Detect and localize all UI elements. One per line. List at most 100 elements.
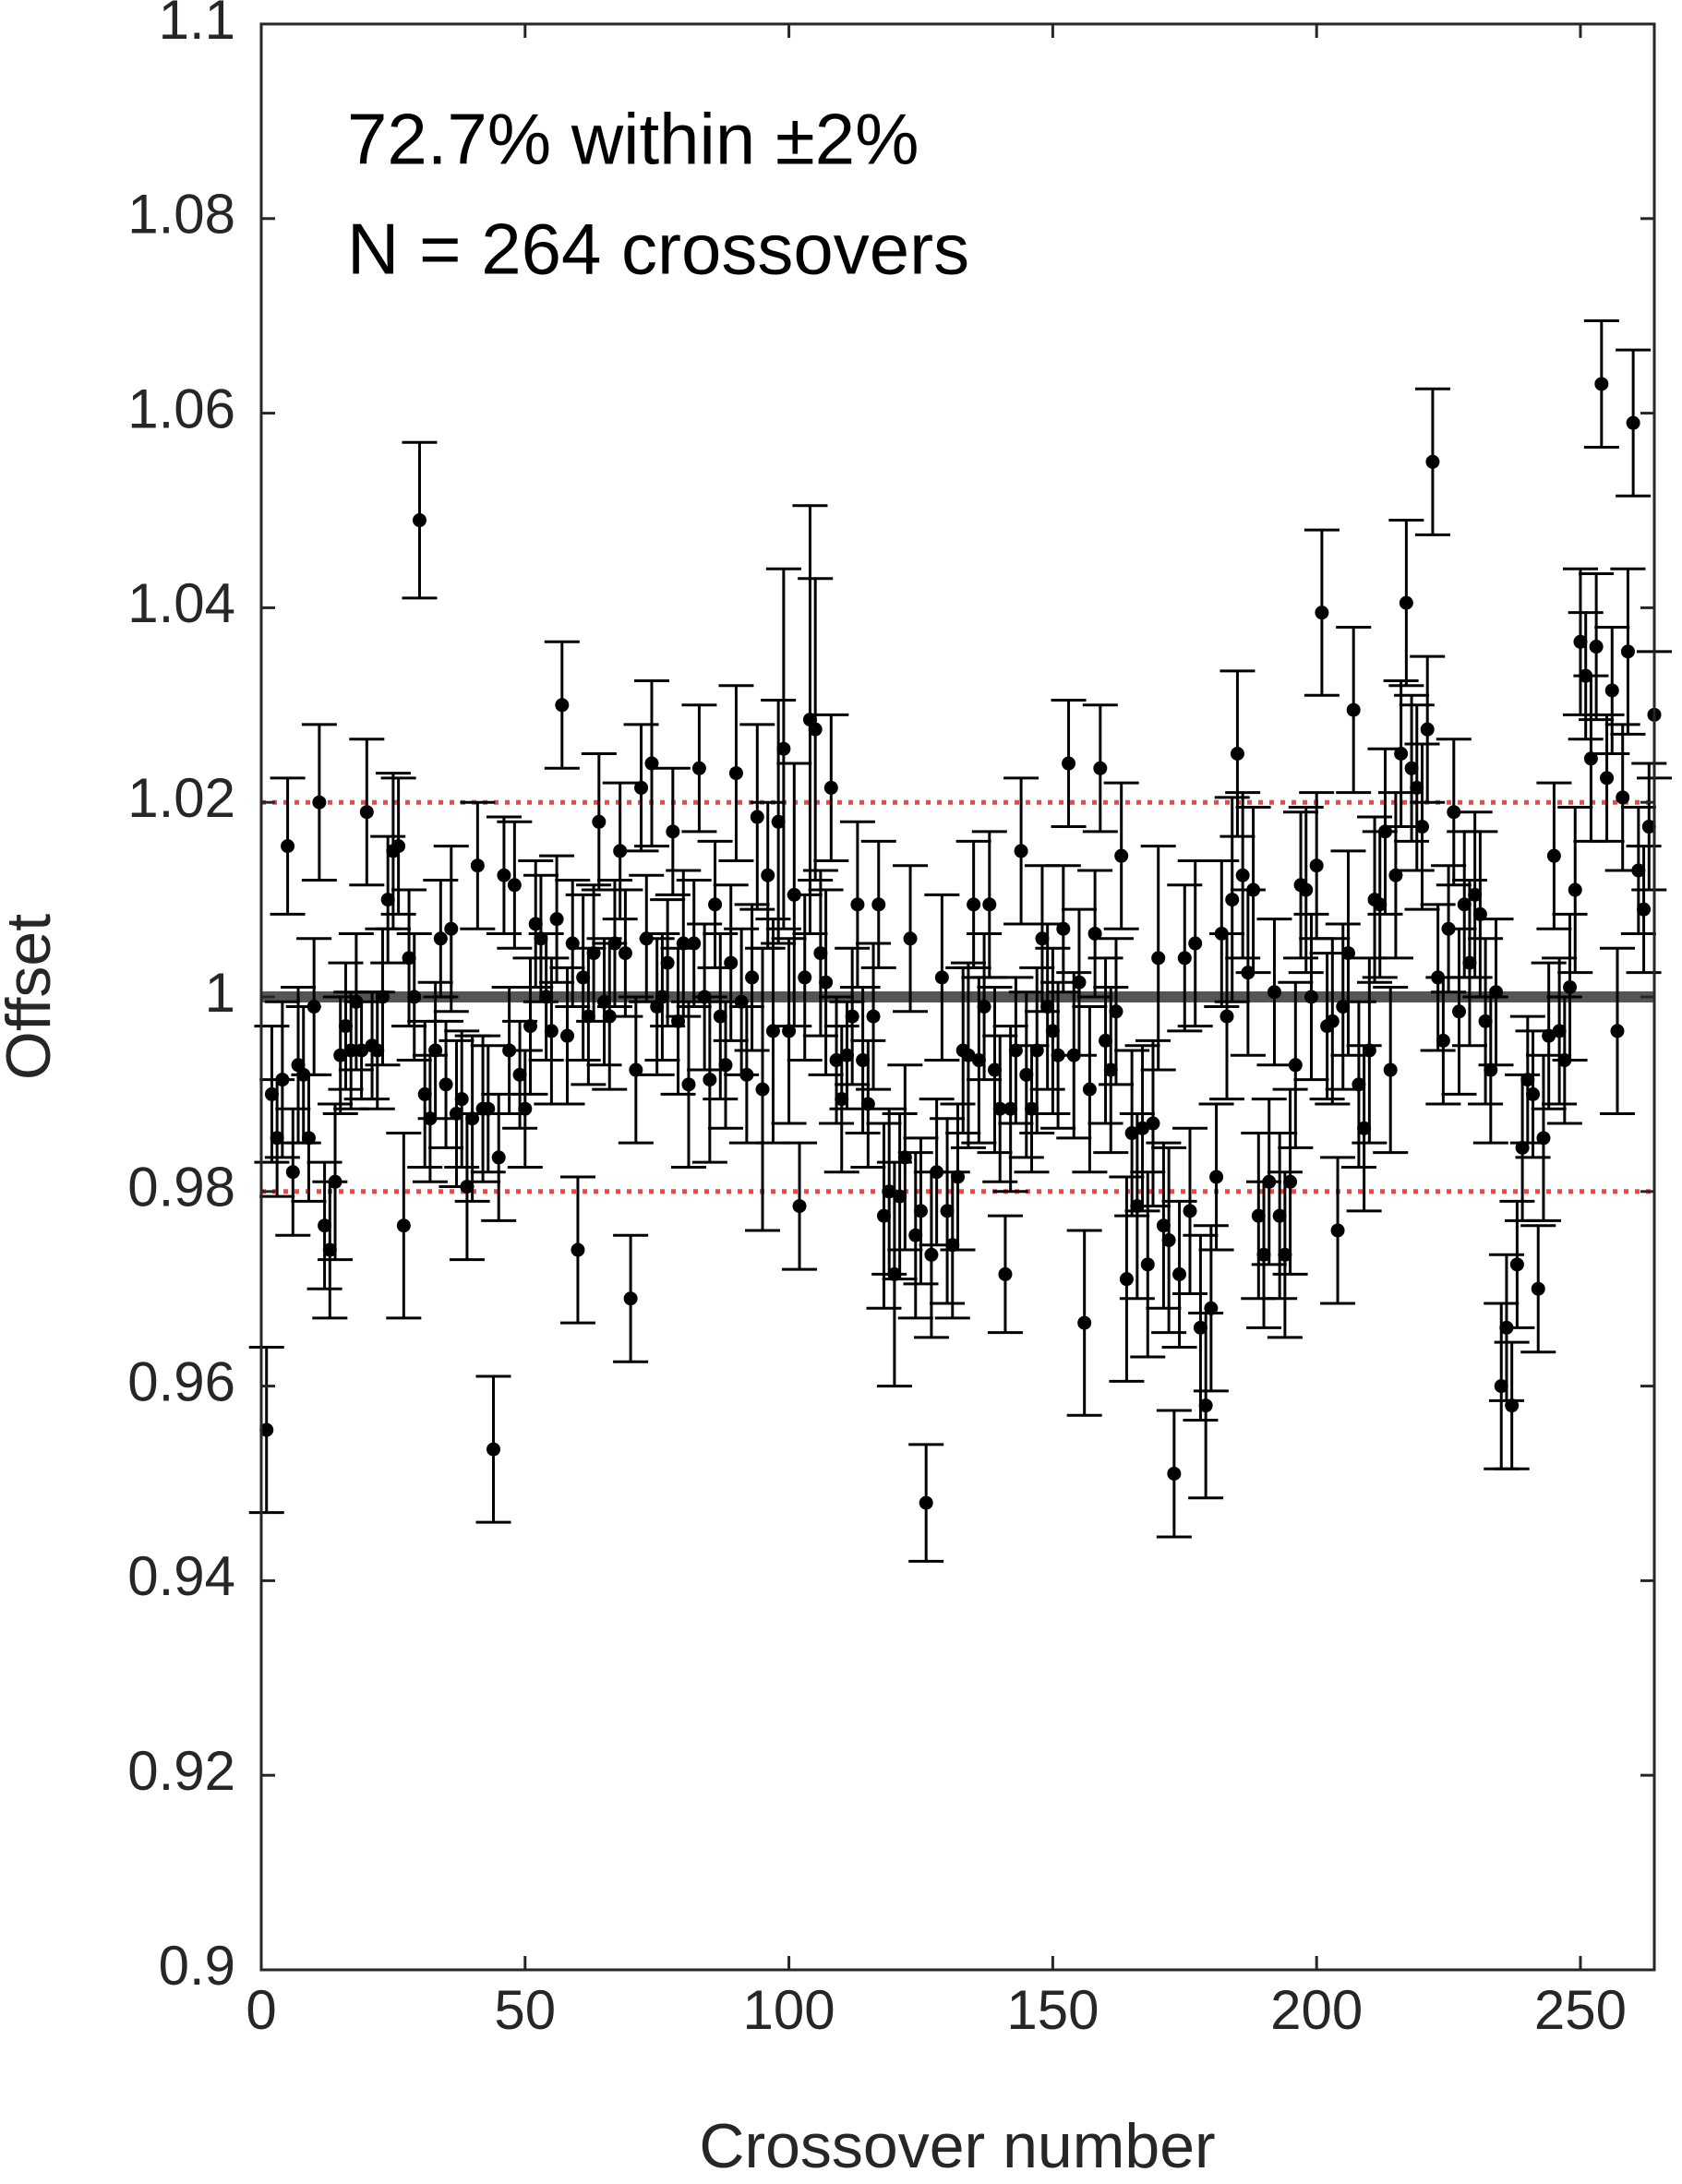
data-point bbox=[1204, 1301, 1219, 1315]
data-point bbox=[1583, 751, 1598, 766]
data-point bbox=[306, 1000, 321, 1014]
data-point bbox=[1610, 1024, 1625, 1038]
data-point bbox=[866, 1009, 881, 1024]
data-point bbox=[1589, 640, 1604, 654]
data-point bbox=[1045, 1024, 1060, 1038]
data-point bbox=[301, 1131, 316, 1146]
data-point bbox=[1604, 683, 1619, 698]
data-point bbox=[1399, 595, 1413, 610]
data-point bbox=[592, 814, 607, 829]
data-point bbox=[1072, 975, 1087, 990]
data-point bbox=[328, 1174, 342, 1189]
data-point bbox=[565, 936, 580, 951]
data-point bbox=[1462, 955, 1477, 970]
data-point bbox=[1515, 1140, 1530, 1155]
x-tick-label: 50 bbox=[494, 1979, 556, 2041]
data-point bbox=[1626, 415, 1640, 430]
x-axis-label: Crossover number bbox=[699, 2111, 1215, 2181]
data-point bbox=[691, 761, 706, 775]
data-point bbox=[1040, 1000, 1055, 1014]
data-point bbox=[428, 1043, 443, 1058]
data-point bbox=[1637, 902, 1652, 917]
data-point bbox=[1230, 747, 1244, 761]
data-point bbox=[1526, 1086, 1541, 1101]
data-point bbox=[1546, 848, 1561, 863]
data-point bbox=[771, 814, 786, 829]
data-point bbox=[618, 946, 632, 961]
data-point bbox=[1119, 1272, 1134, 1287]
data-point bbox=[1283, 1174, 1298, 1189]
data-point bbox=[724, 955, 739, 970]
data-point bbox=[977, 1000, 991, 1014]
data-point bbox=[782, 1024, 797, 1038]
data-point bbox=[1489, 985, 1504, 1000]
data-point bbox=[829, 1053, 844, 1068]
data-point bbox=[1457, 897, 1472, 912]
data-point bbox=[544, 1024, 559, 1038]
data-point bbox=[1552, 1024, 1567, 1038]
data-point bbox=[644, 756, 659, 771]
data-point bbox=[1568, 882, 1582, 897]
data-point bbox=[491, 1150, 506, 1165]
data-point bbox=[718, 1058, 733, 1073]
data-point bbox=[1600, 771, 1615, 786]
data-point bbox=[988, 1062, 1003, 1077]
data-point bbox=[417, 1086, 432, 1101]
y-axis-label: Offset bbox=[0, 914, 64, 1080]
data-point bbox=[1051, 1048, 1065, 1062]
x-tick-label: 200 bbox=[1270, 1979, 1363, 2041]
data-point bbox=[597, 994, 612, 1009]
data-point bbox=[971, 1053, 986, 1068]
y-tick-label: 1.1 bbox=[159, 0, 235, 51]
data-point bbox=[845, 1009, 859, 1024]
data-point bbox=[728, 766, 743, 781]
data-point bbox=[1099, 1033, 1113, 1048]
data-point bbox=[322, 1242, 337, 1257]
data-point bbox=[1304, 990, 1318, 1004]
data-point bbox=[454, 1092, 469, 1107]
data-point bbox=[1029, 1043, 1044, 1058]
data-point bbox=[1003, 1101, 1018, 1116]
data-point bbox=[1019, 1067, 1034, 1082]
data-point bbox=[750, 810, 764, 824]
data-point bbox=[713, 1009, 727, 1024]
data-point bbox=[655, 990, 669, 1004]
data-point bbox=[518, 1101, 533, 1116]
data-point bbox=[1151, 951, 1166, 966]
data-point bbox=[708, 897, 723, 912]
data-point bbox=[1167, 1466, 1182, 1481]
data-point bbox=[549, 912, 564, 927]
data-point bbox=[1235, 868, 1250, 882]
data-point bbox=[359, 805, 374, 820]
data-point bbox=[1447, 805, 1461, 820]
data-point bbox=[613, 844, 628, 858]
data-point bbox=[534, 931, 548, 946]
data-point bbox=[528, 917, 543, 931]
data-point bbox=[507, 878, 522, 893]
data-point bbox=[1563, 979, 1578, 994]
y-tick-label: 0.98 bbox=[127, 1157, 235, 1218]
data-point bbox=[1373, 897, 1388, 912]
data-point bbox=[919, 1495, 933, 1510]
data-point bbox=[1014, 844, 1028, 858]
data-point bbox=[876, 1208, 891, 1223]
data-point bbox=[1161, 1233, 1176, 1247]
y-tick-label: 0.9 bbox=[159, 1935, 235, 1997]
data-point bbox=[1336, 1000, 1351, 1014]
data-point bbox=[1494, 1379, 1508, 1394]
data-point bbox=[275, 1073, 290, 1087]
data-point bbox=[1410, 780, 1424, 795]
data-point bbox=[1325, 1014, 1340, 1028]
data-point bbox=[967, 897, 981, 912]
y-tick-label: 1.08 bbox=[127, 184, 235, 246]
annotation: N = 264 crossovers bbox=[347, 209, 969, 290]
data-point bbox=[380, 893, 395, 907]
data-point bbox=[1388, 868, 1403, 882]
data-point bbox=[560, 1028, 575, 1043]
data-point bbox=[1093, 761, 1108, 775]
data-point bbox=[407, 990, 422, 1004]
data-point bbox=[312, 795, 327, 810]
y-tick-label: 1.04 bbox=[127, 572, 235, 634]
data-point bbox=[1177, 951, 1192, 966]
